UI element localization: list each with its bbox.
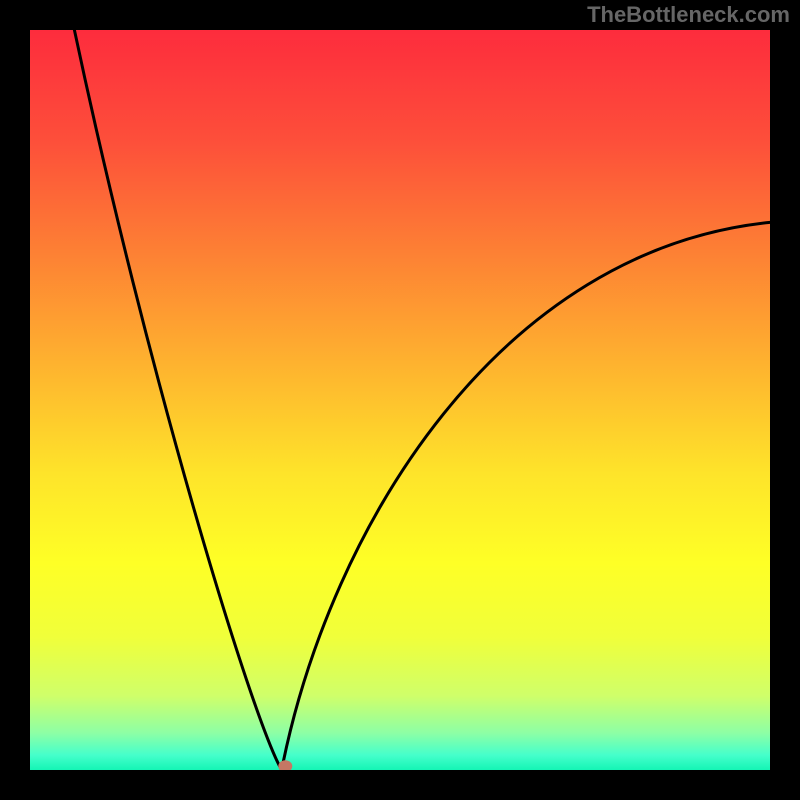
gradient-background <box>30 30 770 770</box>
chart-container: TheBottleneck.com <box>0 0 800 800</box>
watermark-text: TheBottleneck.com <box>587 2 790 28</box>
plot-svg <box>30 30 770 770</box>
